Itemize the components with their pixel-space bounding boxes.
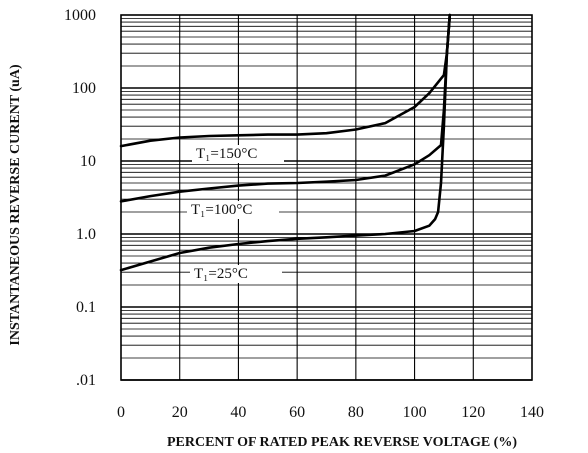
x-tick-label: 120	[461, 404, 485, 421]
y-tick-label: 0.1	[76, 299, 96, 316]
y-tick-labels: 1000 100 10 1.0 0.1 .01	[64, 7, 96, 389]
x-tick-label: 60	[289, 404, 305, 421]
curve-label-1: T₁=100°C	[191, 202, 252, 218]
x-tick-label: 80	[348, 404, 364, 421]
y-tick-label: .01	[76, 372, 96, 389]
x-tick-label: 20	[172, 404, 188, 421]
y-tick-label: 1.0	[76, 226, 96, 243]
series-line-1	[119, 13, 452, 203]
y-tick-label: 100	[72, 80, 96, 97]
curve-label-2: T₁=25°C	[194, 266, 248, 282]
curve-label-bg	[192, 145, 284, 163]
series-line-0	[119, 13, 452, 148]
x-tick-label: 100	[403, 404, 427, 421]
grid	[121, 15, 532, 381]
y-tick-label: 10	[80, 153, 96, 170]
y-tick-label: 1000	[64, 7, 96, 24]
curve-label-bg	[190, 265, 282, 283]
x-axis-label: PERCENT OF RATED PEAK REVERSE VOLTAGE (%…	[167, 435, 517, 450]
x-tick-label: 0	[117, 404, 125, 421]
curves	[119, 13, 452, 272]
series-line-2	[119, 13, 452, 272]
y-axis-label: INSTANTANEOUS REVERSE CURENT (uA)	[8, 64, 23, 346]
curve-label-bg	[187, 201, 279, 219]
curve-label-0: T₁=150°C	[196, 146, 257, 162]
plot-frame	[120, 14, 533, 381]
x-tick-label: 40	[230, 404, 246, 421]
curve-labels: T₁=150°C T₁=100°C T₁=25°C	[187, 145, 284, 283]
x-tick-labels: 0 20 40 60 80 100 120 140	[117, 404, 544, 421]
x-tick-label: 140	[520, 404, 544, 421]
